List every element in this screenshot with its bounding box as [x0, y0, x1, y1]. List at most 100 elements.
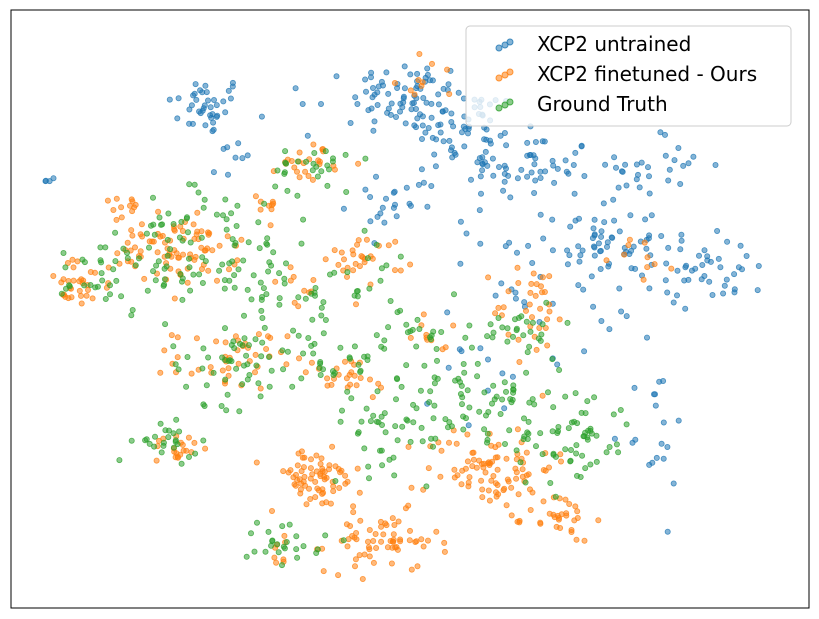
- point-finetuned: [205, 267, 212, 274]
- point-ground-truth: [523, 318, 530, 325]
- point-ground-truth: [373, 332, 380, 339]
- point-finetuned: [407, 87, 414, 94]
- point-ground-truth: [98, 259, 105, 266]
- point-untrained: [424, 65, 431, 72]
- point-untrained: [611, 154, 618, 161]
- point-finetuned: [174, 354, 181, 361]
- point-untrained: [660, 377, 667, 384]
- point-finetuned: [651, 261, 658, 268]
- point-ground-truth: [257, 279, 264, 286]
- point-untrained: [735, 264, 742, 271]
- point-ground-truth: [481, 426, 488, 433]
- point-ground-truth: [294, 554, 301, 561]
- point-finetuned: [407, 334, 414, 341]
- legend-marker-finetuned: [495, 74, 503, 82]
- point-ground-truth: [195, 189, 202, 196]
- point-untrained: [222, 109, 229, 116]
- point-ground-truth: [452, 377, 459, 384]
- point-ground-truth: [331, 369, 338, 376]
- point-ground-truth: [298, 375, 305, 382]
- point-untrained: [616, 228, 623, 235]
- point-ground-truth: [385, 324, 392, 331]
- point-finetuned: [280, 468, 287, 475]
- point-ground-truth: [260, 285, 267, 292]
- point-finetuned: [372, 531, 379, 538]
- point-untrained: [609, 234, 616, 241]
- point-ground-truth: [539, 451, 546, 458]
- point-ground-truth: [322, 532, 329, 539]
- point-untrained: [501, 178, 508, 185]
- point-finetuned: [377, 384, 384, 391]
- point-ground-truth: [92, 284, 99, 291]
- point-ground-truth: [416, 325, 423, 332]
- point-ground-truth: [264, 235, 271, 242]
- point-ground-truth: [250, 272, 257, 279]
- point-ground-truth: [386, 456, 393, 463]
- point-finetuned: [347, 381, 354, 388]
- point-untrained: [597, 248, 604, 255]
- point-ground-truth: [344, 269, 351, 276]
- legend-label-untrained: XCP2 untrained: [537, 32, 691, 56]
- point-untrained: [401, 63, 408, 70]
- point-ground-truth: [282, 260, 289, 267]
- point-untrained: [431, 151, 438, 158]
- point-untrained: [653, 454, 660, 461]
- legend-marker-ground-truth: [506, 98, 514, 106]
- point-finetuned: [416, 51, 423, 58]
- point-ground-truth: [245, 342, 252, 349]
- point-finetuned: [458, 481, 465, 488]
- point-untrained: [415, 181, 422, 188]
- legend-marker-finetuned: [501, 71, 509, 79]
- point-untrained: [193, 96, 200, 103]
- point-ground-truth: [433, 357, 440, 364]
- point-finetuned: [478, 460, 485, 467]
- point-ground-truth: [398, 383, 405, 390]
- point-ground-truth: [224, 391, 231, 398]
- point-ground-truth: [340, 537, 347, 544]
- point-finetuned: [626, 236, 633, 243]
- point-ground-truth: [151, 443, 158, 450]
- point-ground-truth: [275, 549, 282, 556]
- point-ground-truth: [466, 322, 473, 329]
- point-untrained: [549, 247, 556, 254]
- point-finetuned: [70, 264, 77, 271]
- point-untrained: [717, 264, 724, 271]
- point-finetuned: [392, 238, 399, 245]
- point-finetuned: [234, 257, 241, 264]
- point-untrained: [354, 101, 361, 108]
- point-finetuned: [168, 332, 175, 339]
- point-untrained: [524, 173, 531, 180]
- point-untrained: [210, 97, 217, 104]
- point-ground-truth: [493, 393, 500, 400]
- point-finetuned: [225, 372, 232, 379]
- point-untrained: [400, 95, 407, 102]
- point-ground-truth: [506, 427, 513, 434]
- point-finetuned: [413, 538, 420, 545]
- point-untrained: [623, 313, 630, 320]
- point-finetuned: [303, 501, 310, 508]
- point-ground-truth: [615, 449, 622, 456]
- point-finetuned: [356, 489, 363, 496]
- point-ground-truth: [279, 523, 286, 530]
- point-untrained: [447, 147, 454, 154]
- point-ground-truth: [482, 412, 489, 419]
- point-ground-truth: [329, 155, 336, 162]
- point-untrained: [444, 309, 451, 316]
- point-ground-truth: [284, 348, 291, 355]
- point-untrained: [591, 216, 598, 223]
- point-untrained: [590, 225, 597, 232]
- legend-entry-untrained: XCP2 untrained: [495, 32, 691, 56]
- point-ground-truth: [244, 361, 251, 368]
- point-untrained: [663, 260, 670, 267]
- point-finetuned: [406, 537, 413, 544]
- point-untrained: [646, 190, 653, 197]
- point-ground-truth: [298, 240, 305, 247]
- point-ground-truth: [361, 445, 368, 452]
- point-ground-truth: [143, 230, 150, 237]
- point-untrained: [340, 205, 347, 212]
- point-untrained: [235, 140, 242, 147]
- point-finetuned: [184, 279, 191, 286]
- point-untrained: [435, 101, 442, 108]
- point-untrained: [707, 258, 714, 265]
- point-finetuned: [69, 256, 76, 263]
